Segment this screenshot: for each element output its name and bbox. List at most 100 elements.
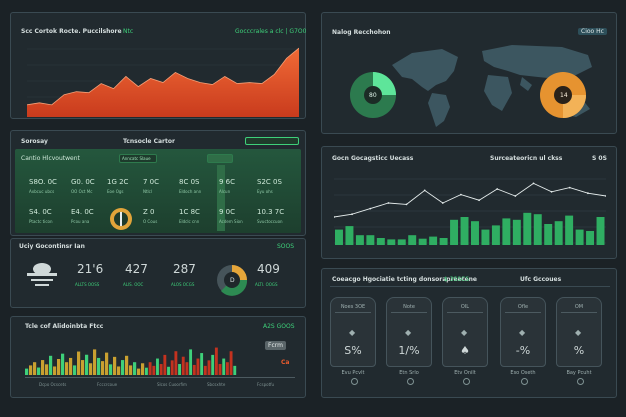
card-radio[interactable] — [577, 378, 584, 385]
small-bar — [229, 351, 233, 375]
card-divider — [561, 312, 597, 313]
card-radio[interactable] — [521, 378, 528, 385]
mid-bar — [586, 231, 595, 245]
small-bar — [185, 362, 189, 375]
summary-row1-label: Alcun — [219, 189, 231, 194]
mid-bar — [366, 235, 375, 245]
mid-bar — [544, 224, 553, 245]
mid-line-point — [460, 193, 462, 196]
small-bar — [45, 364, 49, 375]
donut-right — [540, 72, 586, 118]
mid-bar — [575, 229, 584, 245]
bars-axis-label: Fcspotfu — [257, 382, 275, 387]
card-icon: ◆ — [405, 328, 412, 337]
summary-row1-value: G0. 0C — [71, 178, 95, 186]
mid-bar — [471, 221, 479, 245]
green-bar-chart — [25, 349, 145, 375]
summary-row1-value: 1G 2C — [107, 178, 129, 186]
small-bar — [159, 364, 163, 375]
card-footer: Etn Srlo — [399, 370, 419, 376]
small-bar — [101, 361, 105, 375]
mid-bar — [387, 239, 396, 245]
mid-line-point — [587, 192, 589, 195]
card-value: -% — [515, 344, 531, 357]
mid-bar — [397, 239, 406, 245]
card-value: 1/% — [398, 344, 420, 357]
stats-value: 409 — [257, 262, 280, 276]
summary-title: Sorosay — [21, 138, 48, 145]
small-bar — [85, 354, 89, 375]
map-panel-button[interactable]: Cioo Hc — [578, 28, 607, 35]
card-radio[interactable] — [463, 378, 470, 385]
mid-line-point — [496, 188, 499, 190]
mid-line-point — [369, 207, 372, 210]
mid-bar — [481, 229, 490, 245]
summary-row1-label: Eoe Ogs — [107, 189, 124, 194]
small-bar — [125, 355, 129, 375]
card-footer: Etv Onilt — [454, 370, 476, 376]
area-panel-right-label[interactable]: Gocccrales a clc | G7O0 — [235, 28, 307, 35]
summary-row1-value: S2C 0S — [257, 178, 282, 186]
small-bar — [203, 365, 207, 375]
card-icon: ◆ — [519, 328, 526, 337]
stats-value: 287 — [173, 262, 196, 276]
card-footer: Evu Pcvlt — [341, 370, 365, 376]
mid-bar — [565, 215, 574, 245]
card-label: OIL — [460, 304, 470, 310]
card-radio[interactable] — [351, 378, 358, 385]
small-bar — [25, 368, 29, 375]
stats-icon — [27, 263, 57, 286]
donut-left — [350, 72, 396, 118]
bars-title: Tcle cof Alidoinbta Ftcc — [25, 323, 104, 330]
summary-panel: Sorosay Tcnsocle Cartor Cantio Hlcvoutwe… — [10, 130, 306, 236]
mid-chart-panel: Gocn Gocagsticc Uecass Surceateoricn ul … — [321, 146, 617, 259]
metric-card[interactable]: Note ◆ 1/% Etn Srlo — [386, 297, 432, 385]
bars-right[interactable]: A2S GOOS — [263, 323, 295, 330]
mid-line-point — [441, 202, 444, 204]
summary-row2-value: E4. 0C — [71, 208, 94, 216]
summary-row2-label: O Cous — [143, 219, 158, 224]
metric-card[interactable]: OIL ◆ ♠ Etv Onilt — [442, 297, 488, 385]
card-label: Noes 3OE — [340, 304, 366, 310]
metric-card[interactable]: OM ◆% Bay Pcuht — [556, 297, 602, 385]
donut-left-value: 80 — [369, 92, 377, 99]
mid-line-series — [334, 182, 606, 218]
map-panel-title: Nalog Recchohon — [332, 29, 391, 36]
small-bar — [29, 365, 33, 375]
small-bar — [77, 351, 81, 375]
summary-toggle[interactable] — [245, 137, 299, 145]
small-bar — [156, 358, 159, 375]
summary-gauge — [110, 208, 132, 230]
summary-header: Cantio Hlcvoutwent — [21, 155, 80, 162]
bars-axis — [25, 377, 295, 378]
small-bar — [137, 368, 141, 375]
small-bar — [148, 362, 152, 375]
summary-divider — [217, 165, 225, 231]
metric-card[interactable]: Noes 3OE ◆ S% Evu Pcvlt — [330, 297, 376, 385]
summary-row1-value: 9 6C — [219, 178, 236, 186]
metric-card[interactable]: Ofle ◆ -% Eso Oseth — [500, 297, 546, 385]
area-chart — [27, 47, 299, 117]
card-label: OM — [574, 304, 584, 310]
stats-tag[interactable]: SOOS — [277, 243, 295, 250]
bars-button[interactable]: Fcrm — [265, 341, 286, 350]
area-series-line — [27, 47, 299, 106]
mid-bar — [418, 238, 427, 245]
small-bar — [37, 367, 41, 375]
small-bar — [53, 366, 57, 375]
mid-chart-title: Gocn Gocagsticc Uecass — [332, 155, 414, 162]
summary-row2-label: Acdem Sion — [219, 219, 243, 224]
card-divider — [447, 312, 483, 313]
small-bar — [207, 360, 211, 375]
mid-line-point — [532, 182, 535, 185]
mid-bar — [512, 219, 521, 245]
card-radio[interactable] — [407, 378, 414, 385]
mid-line-point — [605, 195, 606, 197]
card-divider — [505, 312, 541, 313]
summary-row1-label: OO Oct Mc — [71, 189, 93, 194]
summary-header-badge[interactable] — [207, 154, 233, 163]
mid-bar — [460, 217, 469, 245]
cards-title: Coeacgo Hgociatie tcting donsorapreetene — [332, 276, 477, 283]
summary-row2-value: S4. 0C — [29, 208, 52, 216]
stats-title: Uciy Gocontinsr Ian — [19, 243, 85, 250]
